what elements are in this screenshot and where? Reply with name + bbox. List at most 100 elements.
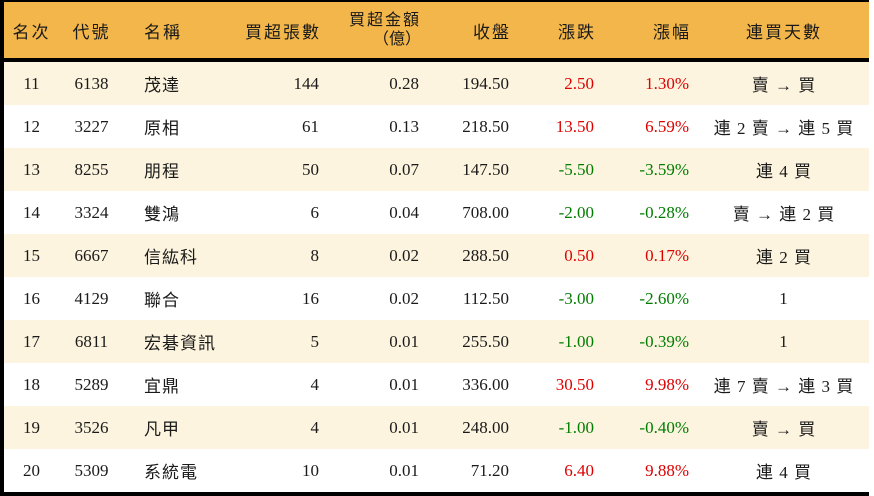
table-row: 16 4129 聯合 16 0.02 112.50 -3.00 -2.60% 1 (4, 277, 869, 320)
cell-change: -1.00 (558, 331, 594, 351)
table-header-row: 名次 代號 名稱 買超張數 買超金額 （億） 收盤 漲跌 漲幅 連買天數 (4, 2, 869, 62)
cell-change: 0.50 (564, 245, 594, 265)
cell-name: 茂達 (144, 76, 180, 95)
cell-change-pct: 9.88% (645, 460, 689, 480)
cell-buy-streak: 連 2 賣 → 連 5 買 (713, 119, 855, 138)
cell-close: 708.00 (462, 202, 509, 222)
cell-code: 6667 (74, 245, 109, 265)
cell-net-buy-volume: 4 (310, 417, 320, 437)
col-header-buy-streak: 連買天數 (746, 22, 822, 42)
cell-net-buy-volume: 61 (302, 116, 319, 136)
cell-close: 218.50 (462, 116, 509, 136)
cell-close: 147.50 (462, 159, 509, 179)
cell-change-pct: -0.39% (639, 331, 689, 351)
cell-buy-streak: 連 7 賣 → 連 3 買 (713, 377, 855, 396)
col-header-net-buy-amount-line2: （億） (372, 31, 421, 48)
cell-net-buy-amount: 0.01 (389, 460, 419, 480)
cell-code: 4129 (74, 288, 109, 308)
cell-rank: 17 (23, 331, 40, 351)
cell-net-buy-amount: 0.01 (389, 331, 419, 351)
col-header-code: 代號 (72, 22, 111, 42)
cell-net-buy-amount: 0.13 (389, 116, 419, 136)
cell-name: 宏碁資訊 (144, 334, 216, 353)
cell-change-pct: 1.30% (645, 73, 689, 93)
cell-change-pct: 9.98% (645, 374, 689, 394)
cell-change: 2.50 (564, 73, 594, 93)
cell-rank: 14 (23, 202, 40, 222)
col-header-close: 收盤 (473, 22, 511, 42)
cell-rank: 11 (23, 73, 40, 93)
cell-name: 雙鴻 (144, 205, 180, 224)
cell-change-pct: -0.40% (639, 417, 689, 437)
cell-code: 3526 (74, 417, 109, 437)
cell-close: 288.50 (462, 245, 509, 265)
table-row: 11 6138 茂達 144 0.28 194.50 2.50 1.30% 賣 … (4, 62, 869, 105)
cell-close: 71.20 (470, 460, 509, 480)
cell-rank: 12 (23, 116, 40, 136)
cell-change-pct: 6.59% (645, 116, 689, 136)
col-header-change-pct: 漲幅 (653, 22, 691, 42)
cell-change-pct: -3.59% (639, 159, 689, 179)
cell-net-buy-amount: 0.28 (389, 73, 419, 93)
cell-close: 248.00 (462, 417, 509, 437)
table-row: 15 6667 信紘科 8 0.02 288.50 0.50 0.17% 連 2… (4, 234, 869, 277)
cell-close: 112.50 (462, 288, 509, 308)
cell-close: 336.00 (462, 374, 509, 394)
cell-net-buy-volume: 50 (302, 159, 319, 179)
col-header-change: 漲跌 (558, 22, 596, 42)
cell-name: 聯合 (144, 291, 180, 310)
cell-change-pct: -0.28% (639, 202, 689, 222)
cell-buy-streak: 賣 → 買 (751, 420, 817, 439)
cell-net-buy-amount: 0.02 (389, 288, 419, 308)
cell-net-buy-amount: 0.07 (389, 159, 419, 179)
cell-code: 3227 (74, 116, 109, 136)
table-body: 11 6138 茂達 144 0.28 194.50 2.50 1.30% 賣 … (4, 62, 869, 492)
table-row: 17 6811 宏碁資訊 5 0.01 255.50 -1.00 -0.39% … (4, 320, 869, 363)
cell-close: 194.50 (462, 73, 509, 93)
cell-code: 5309 (74, 460, 109, 480)
cell-rank: 18 (23, 374, 40, 394)
cell-net-buy-volume: 10 (302, 460, 319, 480)
cell-net-buy-volume: 6 (310, 202, 320, 222)
table-row: 14 3324 雙鴻 6 0.04 708.00 -2.00 -0.28% 賣 … (4, 191, 869, 234)
cell-change: -3.00 (558, 288, 594, 308)
cell-code: 3324 (74, 202, 109, 222)
col-header-net-buy-amount-line1: 買超金額 (348, 12, 421, 29)
cell-buy-streak: 1 (779, 288, 789, 308)
cell-buy-streak: 1 (779, 331, 789, 351)
cell-name: 朋程 (144, 162, 180, 181)
cell-code: 6138 (74, 73, 109, 93)
table-row: 12 3227 原相 61 0.13 218.50 13.50 6.59% 連 … (4, 105, 869, 148)
cell-name: 原相 (144, 119, 180, 138)
cell-close: 255.50 (462, 331, 509, 351)
cell-buy-streak: 賣 → 連 2 買 (732, 205, 836, 224)
cell-buy-streak: 連 4 買 (756, 463, 812, 482)
cell-rank: 13 (23, 159, 40, 179)
cell-net-buy-volume: 16 (302, 288, 319, 308)
cell-code: 8255 (74, 159, 109, 179)
cell-rank: 16 (23, 288, 40, 308)
cell-name: 凡甲 (144, 420, 180, 439)
cell-net-buy-amount: 0.02 (389, 245, 419, 265)
cell-change: 30.50 (555, 374, 594, 394)
cell-net-buy-volume: 4 (310, 374, 320, 394)
cell-buy-streak: 連 4 買 (756, 162, 812, 181)
cell-rank: 15 (23, 245, 40, 265)
cell-code: 5289 (74, 374, 109, 394)
table-row: 20 5309 系統電 10 0.01 71.20 6.40 9.88% 連 4… (4, 449, 869, 492)
cell-change: 13.50 (555, 116, 594, 136)
cell-net-buy-amount: 0.04 (389, 202, 419, 222)
cell-rank: 19 (23, 417, 40, 437)
cell-net-buy-amount: 0.01 (389, 374, 419, 394)
table-row: 13 8255 朋程 50 0.07 147.50 -5.50 -3.59% 連… (4, 148, 869, 191)
table-row: 19 3526 凡甲 4 0.01 248.00 -1.00 -0.40% 賣 … (4, 406, 869, 449)
cell-change: -1.00 (558, 417, 594, 437)
cell-change-pct: -2.60% (639, 288, 689, 308)
cell-name: 信紘科 (144, 248, 198, 267)
cell-name: 系統電 (144, 463, 198, 482)
cell-code: 6811 (74, 331, 109, 351)
cell-net-buy-volume: 5 (310, 331, 320, 351)
cell-rank: 20 (23, 460, 40, 480)
cell-net-buy-volume: 144 (293, 73, 320, 93)
